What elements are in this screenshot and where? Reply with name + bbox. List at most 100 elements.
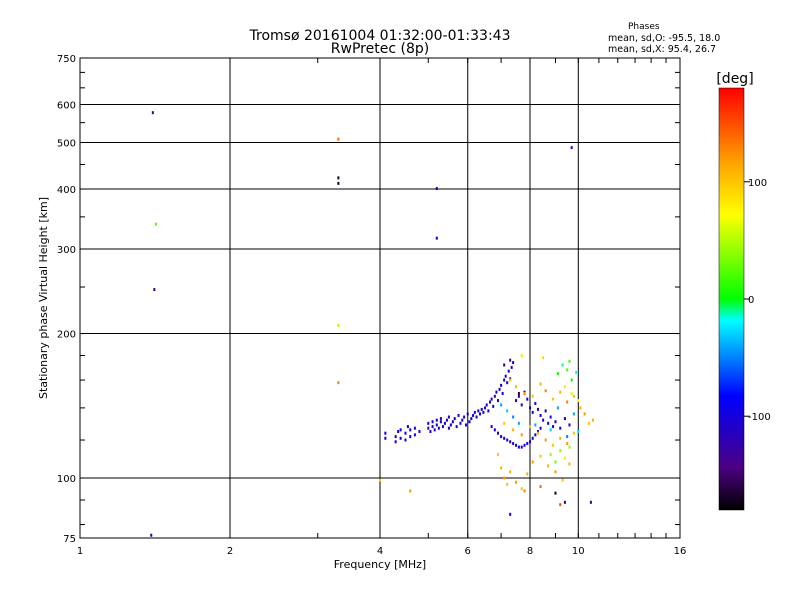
colorbar-label: [deg] [716, 71, 753, 87]
data-point [475, 415, 478, 419]
data-point [526, 397, 529, 401]
x-tick-label: 2 [227, 546, 233, 557]
data-point [509, 512, 512, 516]
data-point [559, 436, 562, 440]
data-point [566, 442, 569, 446]
data-point [496, 399, 499, 403]
data-point [498, 387, 501, 391]
data-point [554, 470, 557, 474]
data-point [496, 452, 499, 456]
data-point [509, 470, 512, 474]
data-point [468, 420, 471, 424]
data-point [409, 428, 412, 432]
data-point [399, 436, 402, 440]
data-point [517, 421, 520, 425]
y-tick-label: 300 [57, 245, 76, 256]
data-point [539, 382, 542, 386]
data-point [449, 423, 452, 427]
data-point [544, 438, 547, 442]
data-point [520, 445, 523, 449]
data-point [539, 485, 542, 489]
data-point [566, 400, 569, 404]
y-tick-label: 75 [63, 534, 76, 545]
grid [80, 58, 680, 538]
data-point [500, 403, 503, 407]
y-tick-label: 600 [57, 101, 76, 112]
data-point [493, 394, 496, 398]
data-point [512, 428, 515, 432]
data-point [577, 399, 580, 403]
data-point [503, 363, 506, 367]
data-point [506, 381, 509, 385]
data-point [337, 181, 340, 185]
data-point [561, 478, 564, 482]
y-axis-label: Stationary phase Virtual Height [km] [37, 197, 50, 399]
data-point [439, 417, 442, 421]
data-point [554, 420, 557, 424]
data-point [477, 409, 480, 413]
data-point [337, 176, 340, 180]
data-point [520, 353, 523, 357]
data-point [531, 410, 534, 414]
x-tick-label: 6 [465, 546, 471, 557]
data-point [568, 462, 571, 466]
data-point [384, 436, 387, 440]
data-point [526, 472, 529, 476]
data-point [559, 449, 562, 453]
data-point [500, 435, 503, 439]
data-point [394, 440, 397, 444]
data-point [506, 482, 509, 486]
data-point [431, 425, 434, 429]
data-point [566, 435, 569, 439]
data-point [154, 222, 157, 226]
data-point [549, 452, 552, 456]
data-point [531, 436, 534, 440]
data-point [542, 356, 545, 360]
x-tick-label: 1 [77, 546, 83, 557]
data-point [579, 406, 582, 410]
data-points [150, 111, 594, 537]
data-point [427, 426, 430, 430]
data-point [153, 288, 156, 292]
data-point [501, 392, 504, 396]
data-point [437, 426, 440, 430]
data-point [517, 445, 520, 449]
data-point [431, 420, 434, 424]
data-point [536, 407, 539, 411]
data-point [515, 385, 518, 389]
data-point [563, 500, 566, 504]
y-tick-label: 400 [57, 185, 76, 196]
data-point [439, 420, 442, 424]
data-point [464, 423, 467, 427]
data-point [490, 425, 493, 429]
colorbar-tick-label: 100 [748, 178, 767, 189]
data-point [536, 430, 539, 434]
data-point [487, 409, 490, 413]
data-point [529, 406, 531, 410]
data-point [150, 533, 153, 537]
data-point [413, 433, 416, 437]
data-point [563, 385, 566, 389]
data-point [496, 431, 499, 435]
data-point [480, 407, 483, 411]
data-point [510, 365, 513, 369]
data-point [544, 389, 547, 393]
data-point [523, 489, 526, 493]
data-point [504, 374, 507, 378]
data-point [479, 412, 482, 416]
data-point [418, 430, 421, 434]
data-point [485, 403, 488, 407]
data-point [429, 430, 432, 434]
data-point [445, 418, 448, 422]
data-point [506, 409, 509, 413]
data-point [492, 404, 495, 408]
data-point [500, 383, 503, 387]
data-point [570, 146, 573, 150]
data-point [552, 425, 555, 429]
data-point [506, 438, 509, 442]
data-point [591, 418, 594, 422]
data-point [409, 489, 412, 493]
data-point [413, 426, 416, 430]
data-point [526, 442, 529, 446]
